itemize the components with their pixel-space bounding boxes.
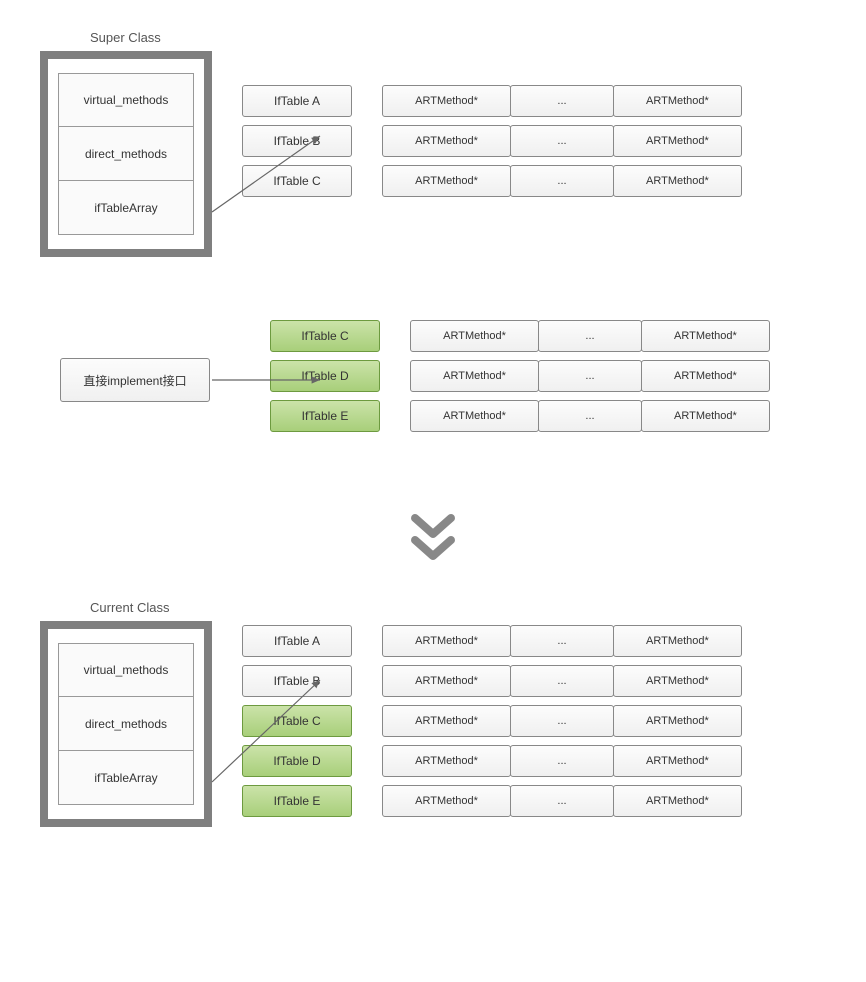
method-row: ARTMethod*...ARTMethod* [382, 125, 742, 157]
iftable-box: IfTable D [270, 360, 380, 392]
current-iftable-column: IfTable A IfTable B IfTable C IfTable D IfTa… [242, 625, 352, 817]
iftable-box: IfTable B [242, 125, 352, 157]
class-cell: virtual_methods [58, 643, 194, 697]
iftable-box: IfTable A [242, 625, 352, 657]
method-cell: ... [510, 125, 614, 157]
method-cell: ARTMethod* [382, 745, 511, 777]
method-row: ARTMethod*...ARTMethod* [382, 165, 742, 197]
iftable-box: IfTable D [242, 745, 352, 777]
method-cell: ARTMethod* [410, 400, 539, 432]
method-cell: ... [510, 85, 614, 117]
method-cell: ARTMethod* [613, 165, 742, 197]
method-cell: ARTMethod* [613, 745, 742, 777]
iftable-box: IfTable C [242, 705, 352, 737]
method-row: ARTMethod*...ARTMethod* [382, 665, 742, 697]
class-cell: direct_methods [58, 127, 194, 181]
class-cell: ifTableArray [58, 181, 194, 235]
method-cell: ARTMethod* [613, 125, 742, 157]
method-cell: ... [538, 360, 642, 392]
super-class-box: virtual_methods direct_methods ifTableAr… [40, 51, 212, 257]
method-cell: ARTMethod* [382, 625, 511, 657]
method-cell: ARTMethod* [613, 785, 742, 817]
class-cell: ifTableArray [58, 751, 194, 805]
down-chevrons-icon [20, 510, 846, 570]
method-row: ARTMethod*...ARTMethod* [410, 320, 770, 352]
method-cell: ARTMethod* [382, 125, 511, 157]
method-row: ARTMethod*...ARTMethod* [382, 625, 742, 657]
current-class-box: virtual_methods direct_methods ifTableAr… [40, 621, 212, 827]
method-cell: ARTMethod* [613, 665, 742, 697]
diagram-canvas: Super Class virtual_methods direct_metho… [0, 0, 866, 982]
iftable-box: IfTable A [242, 85, 352, 117]
method-row: ARTMethod*...ARTMethod* [382, 745, 742, 777]
iftable-box: IfTable C [270, 320, 380, 352]
method-cell: ARTMethod* [641, 320, 770, 352]
method-cell: ... [510, 745, 614, 777]
method-cell: ARTMethod* [613, 625, 742, 657]
method-cell: ... [510, 165, 614, 197]
method-cell: ARTMethod* [382, 85, 511, 117]
iftable-box: IfTable E [270, 400, 380, 432]
method-cell: ... [510, 665, 614, 697]
method-cell: ARTMethod* [410, 320, 539, 352]
method-cell: ARTMethod* [382, 165, 511, 197]
current-class-title: Current Class [90, 600, 846, 615]
method-cell: ARTMethod* [641, 400, 770, 432]
super-methods-column: ARTMethod*...ARTMethod*ARTMethod*...ARTM… [382, 85, 742, 197]
method-row: ARTMethod*...ARTMethod* [382, 705, 742, 737]
class-cell: virtual_methods [58, 73, 194, 127]
method-cell: ... [538, 400, 642, 432]
method-cell: ARTMethod* [382, 785, 511, 817]
method-cell: ARTMethod* [382, 705, 511, 737]
impl-iftable-column: IfTable C IfTable D IfTable E [270, 320, 380, 432]
current-methods-column: ARTMethod*...ARTMethod*ARTMethod*...ARTM… [382, 625, 742, 817]
super-iftable-column: IfTable A IfTable B IfTable C [242, 85, 352, 197]
super-class-section: Super Class virtual_methods direct_metho… [20, 30, 846, 260]
super-class-title: Super Class [90, 30, 846, 45]
method-cell: ... [510, 705, 614, 737]
impl-methods-column: ARTMethod*...ARTMethod*ARTMethod*...ARTM… [410, 320, 770, 432]
current-class-section: Current Class virtual_methods direct_met… [20, 600, 846, 860]
method-cell: ... [510, 785, 614, 817]
method-row: ARTMethod*...ARTMethod* [410, 360, 770, 392]
iftable-box: IfTable E [242, 785, 352, 817]
method-row: ARTMethod*...ARTMethod* [382, 85, 742, 117]
method-cell: ... [538, 320, 642, 352]
class-cell: direct_methods [58, 697, 194, 751]
method-cell: ARTMethod* [382, 665, 511, 697]
method-cell: ... [510, 625, 614, 657]
method-row: ARTMethod*...ARTMethod* [382, 785, 742, 817]
direct-impl-section: 直接implement接口 IfTable CIfTable DIfTable … [20, 320, 846, 470]
iftable-box: IfTable B [242, 665, 352, 697]
method-row: ARTMethod*...ARTMethod* [410, 400, 770, 432]
direct-impl-box: 直接implement接口 [60, 358, 210, 402]
method-cell: ARTMethod* [641, 360, 770, 392]
method-cell: ARTMethod* [613, 85, 742, 117]
iftable-box: IfTable C [242, 165, 352, 197]
method-cell: ARTMethod* [410, 360, 539, 392]
method-cell: ARTMethod* [613, 705, 742, 737]
